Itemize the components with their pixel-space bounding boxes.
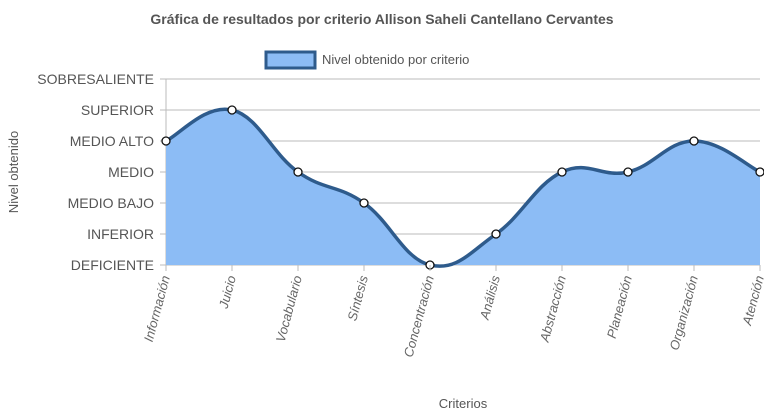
x-tick-label: Vocabulario <box>273 274 305 344</box>
x-axis-ticks: Información Juicio Vocabulario Síntesis Conc… <box>141 265 764 359</box>
legend-swatch <box>264 50 317 70</box>
data-point[interactable] <box>293 167 303 177</box>
data-point[interactable] <box>755 167 764 177</box>
series-line <box>165 107 761 268</box>
y-axis-label: Nivel obtenido <box>6 131 21 213</box>
chart-title: Gráfica de resultados por criterio Allis… <box>150 11 613 27</box>
x-tick-label: Juicio <box>216 274 239 311</box>
x-tick-label: Información <box>141 274 173 343</box>
data-point[interactable] <box>227 105 237 115</box>
data-point[interactable] <box>491 229 501 239</box>
y-axis-ticks: DEFICIENTE INFERIOR MEDIO BAJO MEDIO MEDIO A… <box>37 71 154 273</box>
x-tick-label: Abstracción <box>537 274 569 344</box>
data-point[interactable] <box>557 167 567 177</box>
x-tick-label: Organización <box>667 274 701 352</box>
y-tick-label: MEDIO BAJO <box>68 195 154 211</box>
y-tick-label: MEDIO ALTO <box>70 133 154 149</box>
y-tick-label: SOBRESALIENTE <box>37 71 154 87</box>
y-tick-label: DEFICIENTE <box>71 257 154 273</box>
legend[interactable]: Nivel obtenido por criterio <box>264 50 469 70</box>
x-tick-label: Atención <box>739 274 764 328</box>
x-tick-label: Concentración <box>401 274 437 359</box>
x-tick-label: Análisis <box>477 273 503 322</box>
data-point[interactable] <box>161 136 171 146</box>
legend-label: Nivel obtenido por criterio <box>322 52 469 67</box>
data-point[interactable] <box>689 136 699 146</box>
x-axis-label: Criterios <box>439 396 488 411</box>
y-tick-label: MEDIO <box>108 164 154 180</box>
series-area <box>166 109 760 267</box>
x-tick-label: Planeación <box>604 274 635 340</box>
data-point[interactable] <box>623 167 633 177</box>
data-points <box>161 105 764 270</box>
y-tick-label: INFERIOR <box>87 226 154 242</box>
x-tick-label: Síntesis <box>344 273 371 322</box>
y-tick-label: SUPERIOR <box>81 102 154 118</box>
data-point[interactable] <box>359 198 369 208</box>
